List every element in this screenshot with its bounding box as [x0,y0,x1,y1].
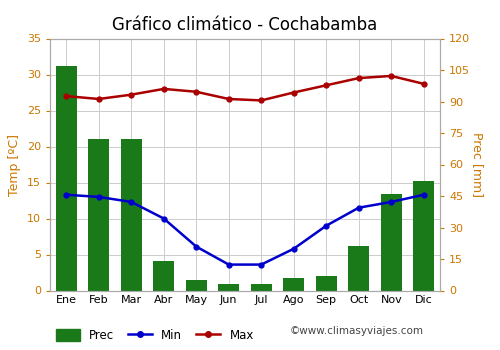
Bar [218,284,240,290]
Y-axis label: Temp [ºC]: Temp [ºC] [8,133,22,196]
Bar [56,66,77,290]
Y-axis label: Prec [mm]: Prec [mm] [471,132,484,197]
Bar [250,284,272,290]
Bar [380,194,402,290]
Legend: Prec, Min, Max: Prec, Min, Max [56,329,254,342]
Title: Gráfico climático - Cochabamba: Gráfico climático - Cochabamba [112,16,378,34]
Bar [186,280,207,290]
Bar [120,139,142,290]
Bar [153,261,174,290]
Bar [348,246,370,290]
Bar [88,139,110,290]
Bar [413,181,434,290]
Bar [316,276,337,290]
Bar [283,278,304,290]
Text: ©www.climasyviajes.com: ©www.climasyviajes.com [290,326,424,336]
